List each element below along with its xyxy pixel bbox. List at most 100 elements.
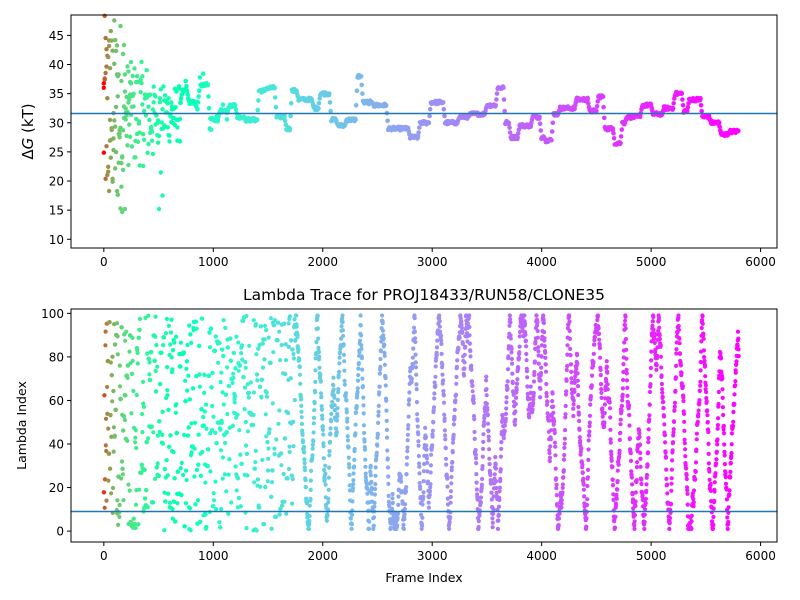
free-energy-point <box>506 120 512 126</box>
lambda-point <box>345 434 350 439</box>
lambda-point <box>495 526 500 532</box>
lambda-point <box>272 451 277 457</box>
free-energy-point <box>128 81 134 86</box>
free-energy-point <box>106 164 111 169</box>
lambda-point <box>245 429 250 434</box>
lambda-point <box>351 482 356 487</box>
lambda-point <box>239 461 244 466</box>
lambda-point <box>300 432 305 437</box>
lambda-point <box>712 489 717 494</box>
free-energy-point <box>360 91 365 96</box>
lambda-point <box>157 419 162 424</box>
lambda-point <box>647 402 652 407</box>
lambda-point <box>497 489 502 494</box>
free-energy-point <box>594 104 600 109</box>
lambda-point <box>470 389 475 394</box>
lambda-point <box>351 471 356 476</box>
lambda-point <box>268 360 273 365</box>
lambda-point <box>473 456 479 461</box>
free-energy-point <box>165 125 170 130</box>
lambda-point <box>262 522 267 527</box>
x-tick-label: 1000 <box>198 549 229 563</box>
lambda-point <box>112 433 117 438</box>
lambda-point <box>706 429 711 435</box>
lambda-point <box>209 428 215 433</box>
lambda-point <box>718 356 724 361</box>
lambda-point <box>171 348 176 353</box>
lambda-point <box>340 328 345 333</box>
lambda-point <box>618 430 623 435</box>
lambda-point <box>355 378 361 383</box>
lambda-point <box>622 340 627 345</box>
free-energy-point <box>176 84 182 89</box>
free-energy-point <box>102 77 107 82</box>
free-energy-point <box>105 96 110 101</box>
free-energy-point <box>494 97 499 102</box>
lambda-point <box>479 482 484 487</box>
free-energy-point <box>328 108 333 114</box>
lambda-point <box>658 354 664 359</box>
lambda-point <box>624 378 630 383</box>
lambda-point <box>179 460 184 466</box>
free-energy-point <box>317 96 323 101</box>
lambda-point <box>469 367 474 372</box>
lambda-point <box>596 331 602 336</box>
lambda-point <box>286 321 291 326</box>
free-energy-point <box>136 119 142 124</box>
free-energy-point <box>126 162 131 168</box>
lambda-point <box>681 398 686 404</box>
lambda-point <box>542 336 547 341</box>
lambda-point <box>183 399 188 404</box>
lambda-point <box>640 493 645 498</box>
lambda-point <box>109 434 114 439</box>
lambda-point <box>648 373 653 378</box>
lambda-point <box>456 346 461 352</box>
lambda-point <box>410 366 415 371</box>
free-energy-point <box>272 95 278 100</box>
free-energy-point <box>114 43 120 48</box>
lambda-point <box>219 370 224 375</box>
lambda-point <box>561 475 566 480</box>
y-tick-label: 40 <box>49 58 64 72</box>
lambda-point <box>375 435 380 440</box>
lambda-point <box>474 487 479 492</box>
lambda-point <box>649 349 654 354</box>
lambda-point <box>255 477 261 482</box>
lambda-point <box>604 359 609 364</box>
lambda-point <box>541 317 546 322</box>
free-energy-point <box>287 126 293 131</box>
lambda-point <box>246 390 252 395</box>
lambda-point <box>267 427 272 432</box>
lambda-point <box>428 485 433 490</box>
free-energy-point <box>224 117 230 122</box>
lambda-point <box>573 374 578 379</box>
lambda-point <box>291 356 296 361</box>
lambda-point <box>135 361 140 366</box>
lambda-point <box>626 403 632 408</box>
free-energy-point <box>441 106 447 112</box>
lambda-point <box>689 519 694 524</box>
free-energy-point <box>124 133 129 139</box>
lambda-point <box>597 346 603 351</box>
free-energy-point <box>316 101 322 106</box>
lambda-point <box>731 409 736 415</box>
lambda-point <box>500 413 505 418</box>
lambda-point <box>311 439 316 444</box>
lambda-point <box>279 451 284 456</box>
lambda-point <box>110 485 116 491</box>
lambda-point <box>388 525 393 531</box>
lambda-point <box>642 507 648 512</box>
free-energy-point <box>113 104 119 110</box>
lambda-point <box>382 342 387 347</box>
lambda-point <box>480 454 485 459</box>
lambda-point <box>662 422 667 427</box>
lambda-point <box>587 420 592 425</box>
lambda-point <box>368 473 373 478</box>
free-energy-point <box>113 149 119 155</box>
lambda-point <box>575 361 580 366</box>
free-energy-point <box>156 133 162 139</box>
lambda-point <box>153 334 158 339</box>
lambda-point <box>623 318 628 323</box>
lambda-point <box>697 398 702 403</box>
lambda-point <box>646 427 651 432</box>
